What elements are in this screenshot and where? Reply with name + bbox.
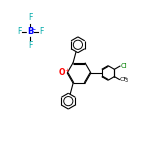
Text: +: + [65, 68, 69, 73]
Text: O: O [59, 68, 65, 78]
Text: CF: CF [120, 77, 128, 82]
Text: F: F [28, 41, 33, 50]
Text: B: B [27, 27, 34, 36]
Text: Cl: Cl [121, 63, 127, 69]
Text: 3: 3 [125, 78, 128, 83]
Text: −: − [31, 26, 36, 31]
Text: F: F [28, 14, 33, 22]
Text: F: F [17, 27, 22, 36]
Text: F: F [39, 27, 44, 36]
